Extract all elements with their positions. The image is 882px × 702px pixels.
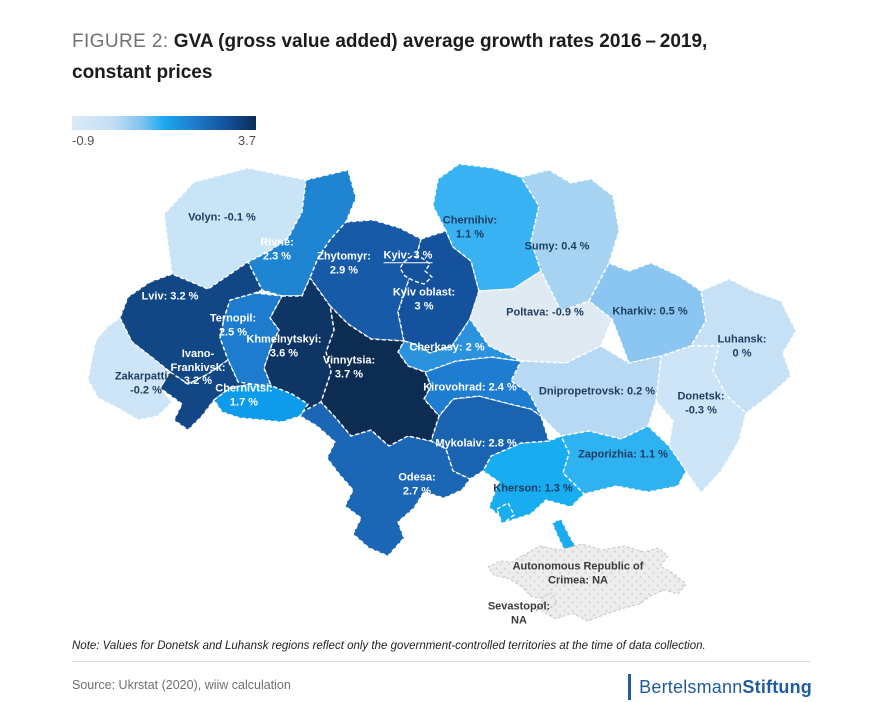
figure-title: FIGURE 2: GVA (gross value added) averag… xyxy=(72,26,752,88)
region-crimea xyxy=(487,543,687,622)
region-mykolaiv xyxy=(430,395,550,480)
region-sevastopol xyxy=(539,592,558,611)
region-donetsk xyxy=(655,345,747,494)
region-kherson xyxy=(482,435,585,523)
divider-line xyxy=(72,661,810,662)
region-zaporizhia xyxy=(560,425,687,495)
figure-note: Note: Values for Donetsk and Luhansk reg… xyxy=(72,640,706,652)
region-zhytomyr xyxy=(309,219,422,342)
footer-row: Source: Ukrstat (2020), wiiw calculation… xyxy=(72,672,812,702)
region-sumy xyxy=(520,169,620,312)
region-chernihiv xyxy=(432,163,542,292)
region-poltava xyxy=(469,270,613,364)
legend-ticks: -0.9 3.7 xyxy=(72,133,256,148)
color-legend: -0.9 3.7 xyxy=(72,116,256,148)
legend-min-label: -0.9 xyxy=(72,133,95,148)
figure-title-text: GVA (gross value added) average growth r… xyxy=(72,31,708,83)
water-spit-arabat xyxy=(551,518,578,554)
legend-gradient xyxy=(72,116,256,130)
legend-max-label: 3.7 xyxy=(237,133,256,148)
source-text: Source: Ukrstat (2020), wiiw calculation xyxy=(72,678,291,692)
region-chernivtsi xyxy=(213,383,309,423)
region-odesa xyxy=(299,401,471,557)
water-spit-kinburn xyxy=(496,502,515,525)
figure-label: FIGURE 2: xyxy=(72,31,169,52)
region-kyiv-city xyxy=(399,255,433,285)
bertelsmann-stiftung-logo: BertelsmannStiftung xyxy=(628,672,812,702)
sevastopol-leader-line xyxy=(535,601,546,612)
region-ivano-frankivsk xyxy=(159,359,253,431)
region-rivne xyxy=(247,169,357,297)
region-zakarpattia xyxy=(87,317,173,421)
logo-text: BertelsmannStiftung xyxy=(639,676,812,697)
region-vinnytsia xyxy=(320,305,440,447)
logo-bar xyxy=(628,674,632,700)
